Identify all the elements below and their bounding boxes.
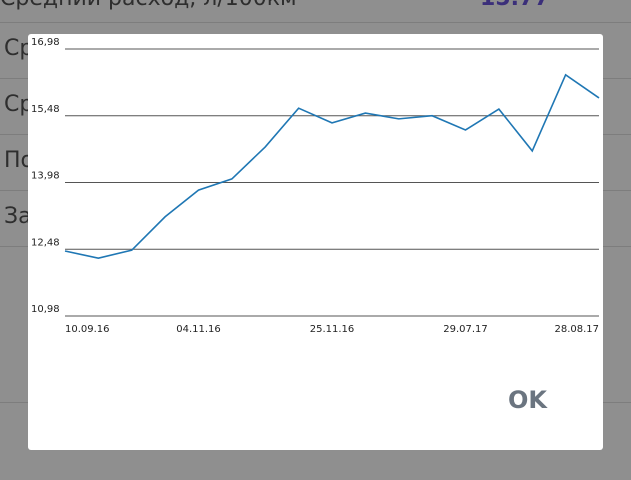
x-tick-label: 10.09.16 bbox=[65, 324, 110, 335]
y-tick-label: 13,98 bbox=[31, 171, 60, 182]
x-tick-label: 04.11.16 bbox=[176, 324, 221, 335]
y-tick-label: 10,98 bbox=[31, 304, 60, 315]
chart: 10,98 12,48 13,98 15,48 16,98 10.09.16 04.11.1… bbox=[31, 37, 600, 335]
dialog: 10,98 12,48 13,98 15,48 16,98 10.09.16 04.11.1… bbox=[28, 34, 603, 450]
y-tick-label: 12,48 bbox=[31, 237, 60, 248]
ok-button[interactable]: OK bbox=[508, 386, 547, 414]
y-tick-label: 15,48 bbox=[31, 104, 60, 115]
header-title: Средний расход, л/100км bbox=[0, 0, 297, 11]
header-value: 15.77 bbox=[480, 0, 550, 11]
x-tick-label: 29.07.17 bbox=[443, 324, 488, 335]
y-tick-label: 16,98 bbox=[31, 37, 60, 48]
x-tick-label: 28.08.17 bbox=[554, 324, 599, 335]
x-tick-label: 25.11.16 bbox=[310, 324, 355, 335]
row bbox=[0, 0, 631, 23]
row-label: За bbox=[4, 204, 32, 229]
line bbox=[64, 73, 600, 259]
